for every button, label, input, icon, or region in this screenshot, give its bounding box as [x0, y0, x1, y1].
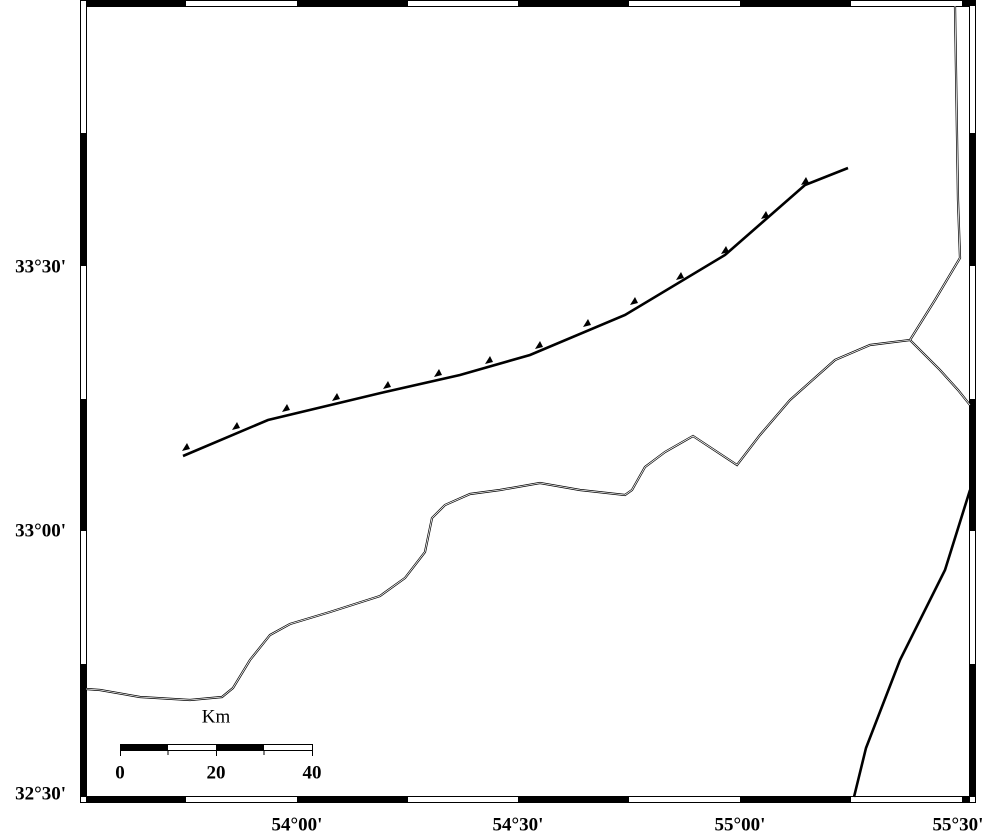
thrust-tooth	[583, 319, 591, 327]
thrust-teeth	[182, 177, 809, 451]
thrust-tooth	[761, 211, 769, 219]
thrust-tooth	[332, 393, 340, 401]
thrust-fault	[182, 166, 849, 458]
outer-frame	[80, 0, 976, 803]
lon-label: 54°00'	[272, 814, 323, 835]
thrust-tooth	[676, 272, 684, 280]
scale-label: 0	[115, 762, 125, 783]
thrust-tooth	[282, 404, 290, 412]
thrust-tooth	[801, 177, 809, 185]
lat-label: 33°30'	[15, 256, 66, 277]
inner-frame	[86, 6, 970, 797]
lon-label: 55°30'	[933, 814, 984, 835]
lat-label: 32°30'	[15, 783, 66, 804]
thrust-tooth	[232, 422, 240, 430]
lon-label: 54°30'	[493, 814, 544, 835]
scale-bar	[120, 744, 313, 756]
thrust-tooth	[434, 369, 442, 377]
scale-label: 40	[303, 762, 322, 783]
thrust-tooth	[182, 443, 190, 451]
lon-label: 55°00'	[715, 814, 766, 835]
thrust-tooth	[383, 381, 391, 389]
thrust-tooth	[721, 246, 729, 254]
scale-unit: Km	[202, 706, 231, 727]
scale-label: 20	[207, 762, 226, 783]
thrust-tooth	[485, 356, 493, 364]
thrust-tooth	[535, 341, 543, 349]
boundary-line	[85, 338, 971, 702]
thrust-tooth	[630, 297, 638, 305]
frame-ticks	[80, 0, 976, 803]
boundary-line	[909, 5, 962, 341]
fault-line	[852, 489, 972, 798]
lat-label: 33°00'	[15, 520, 66, 541]
